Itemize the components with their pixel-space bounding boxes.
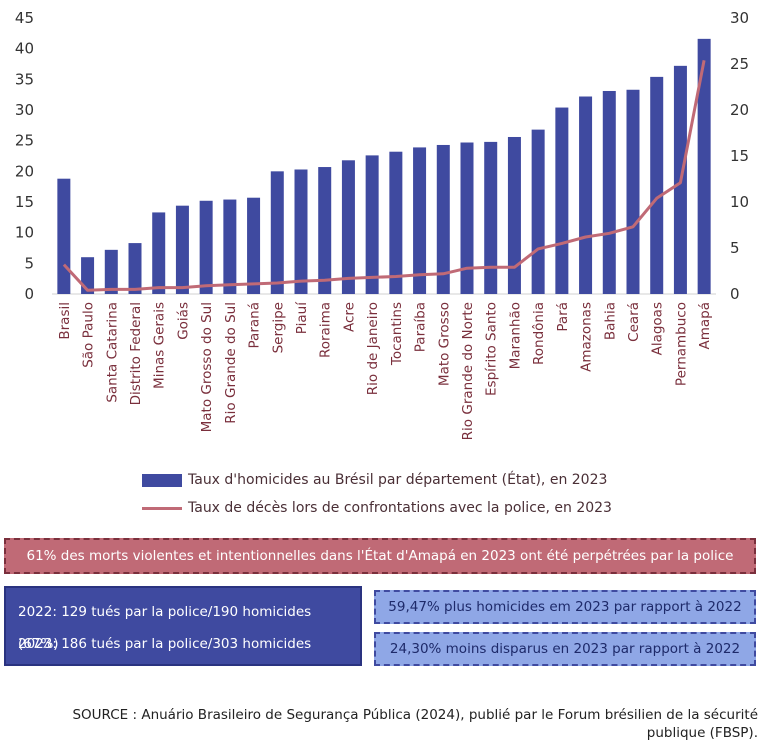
legend-bar-label: Taux d'homicides au Brésil par départeme… [188, 472, 608, 488]
y-right-tick-label: 20 [730, 101, 749, 119]
amapa-banner-text: 61% des morts violentes et intentionnell… [26, 548, 734, 564]
bar [436, 144, 450, 294]
category-label: Brasil [57, 302, 73, 340]
category-label: Paraíba [413, 302, 429, 352]
y-right-tick-label: 25 [730, 55, 749, 73]
category-label: Pará [555, 302, 571, 332]
disappeared-change-box: 24,30% moins disparus en 2023 par rappor… [374, 632, 756, 666]
source-line-2: publique (FBSP). [646, 725, 758, 741]
source-line-1: SOURCE : Anuário Brasileiro de Segurança… [72, 707, 758, 723]
bar [104, 249, 118, 294]
category-label: Santa Catarina [104, 302, 120, 403]
stats-2022: 2022: 129 tués par la police/190 homicid… [18, 604, 312, 652]
bar [247, 197, 261, 294]
category-label: Rio Grande do Norte [460, 302, 476, 440]
bar [341, 160, 355, 294]
y-left-tick-label: 35 [15, 70, 34, 88]
category-label: Rondônia [531, 302, 547, 365]
y-left-tick-label: 0 [24, 285, 34, 303]
category-label: Amapá [697, 302, 713, 350]
y-left-tick-label: 10 [15, 224, 34, 242]
bar [199, 200, 213, 294]
category-label: Maranhão [507, 302, 523, 369]
y-right-tick-label: 30 [730, 9, 749, 27]
bar [365, 155, 379, 294]
category-label: Mato Grosso [436, 302, 452, 386]
category-label: Goiás [175, 302, 191, 340]
category-label: Roraima [318, 302, 334, 358]
legend-line-label: Taux de décès lors de confrontations ave… [188, 500, 612, 516]
bar [57, 178, 71, 294]
y-left-tick-label: 5 [24, 254, 34, 272]
category-label: Mato Grosso do Sul [199, 302, 215, 432]
bar [152, 212, 166, 294]
bar [413, 147, 427, 294]
amapa-banner: 61% des morts violentes et intentionnell… [4, 538, 756, 574]
stats-2023: 2023: 186 tués par la police/303 homicid… [18, 636, 312, 684]
bar [697, 38, 711, 294]
category-label: Ceará [626, 302, 642, 342]
police-killings-box: 2022: 129 tués par la police/190 homicid… [4, 586, 362, 684]
police-rate-line [62, 60, 706, 292]
y-left-tick-label: 20 [15, 162, 34, 180]
bar [507, 136, 521, 294]
category-label: Rio Grande do Sul [223, 302, 239, 424]
y-right-tick-label: 10 [730, 193, 749, 211]
category-label: Acre [341, 302, 357, 332]
y-left-tick-label: 40 [15, 40, 34, 58]
bar [389, 151, 403, 294]
legend-bar-entry: Taux d'homicides au Brésil par départeme… [142, 472, 607, 488]
category-label: Tocantins [389, 302, 405, 366]
legend-line-entry: Taux de décès lors de confrontations ave… [142, 500, 612, 516]
category-label: Bahia [602, 302, 618, 340]
bar [460, 142, 474, 294]
bar [626, 89, 640, 294]
bar [175, 205, 189, 294]
bar [484, 141, 498, 294]
bar [555, 107, 569, 295]
bar [579, 96, 593, 294]
y-left-tick-label: 15 [15, 193, 34, 211]
y-left-tick-label: 25 [15, 132, 34, 150]
category-label: Pernambuco [673, 302, 689, 386]
category-label: Paraná [247, 302, 263, 348]
disappeared-change-text: 24,30% moins disparus en 2023 par rappor… [389, 641, 741, 657]
category-label: Minas Gerais [152, 302, 168, 389]
y-right-tick-label: 0 [730, 285, 740, 303]
y-left-tick-label: 45 [15, 9, 34, 27]
y-left-tick-label: 30 [15, 101, 34, 119]
category-label: Alagoas [650, 302, 666, 355]
bar [128, 243, 142, 294]
category-label: Piauí [294, 301, 310, 334]
category-label: Rio de Janeiro [365, 302, 381, 395]
legend-bar-swatch [142, 473, 182, 487]
y-right-tick-label: 15 [730, 147, 749, 165]
category-label: Amazonas [579, 302, 595, 372]
bar [318, 167, 332, 294]
category-label: Sergipe [270, 302, 286, 353]
bar [531, 129, 545, 294]
bar [294, 169, 308, 294]
bar [602, 90, 616, 294]
chart: 0 5 10 15 20 25 30 35 40 45 0 5 10 15 20 25 30 Brasil São … [15, 9, 749, 440]
homicides-change-box: 59,47% plus homicides em 2023 par rappor… [374, 590, 756, 624]
bar [650, 76, 664, 294]
category-label: São Paulo [81, 302, 97, 368]
legend-line-swatch [142, 506, 182, 510]
bar [223, 199, 237, 294]
category-label: Distrito Federal [128, 302, 144, 405]
source-note: SOURCE : Anuário Brasileiro de Segurança… [38, 706, 758, 742]
bar [270, 171, 284, 294]
homicides-change-text: 59,47% plus homicides em 2023 par rappor… [388, 599, 742, 615]
y-right-tick-label: 5 [730, 239, 740, 257]
category-label: Espírito Santo [484, 302, 500, 396]
